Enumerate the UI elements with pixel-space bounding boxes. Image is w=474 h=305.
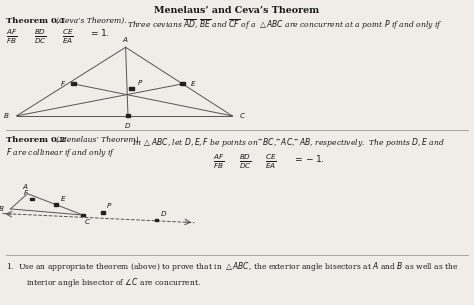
- Text: $B$: $B$: [3, 111, 9, 120]
- Bar: [101, 211, 105, 213]
- Text: $E$: $E$: [190, 79, 196, 88]
- Text: $= 1.$: $= 1.$: [89, 27, 110, 38]
- Text: Three cevians $\overline{AD}$, $\overline{BE}$ and $\overline{CF}$ of a $\triang: Three cevians $\overline{AD}$, $\overlin…: [127, 17, 443, 32]
- Text: (Menelaus’ Theorem).: (Menelaus’ Theorem).: [56, 136, 141, 144]
- Text: $P$: $P$: [106, 201, 112, 210]
- Text: Theorem 0.1: Theorem 0.1: [6, 17, 65, 25]
- Text: $A$: $A$: [22, 181, 28, 191]
- Text: 1.  Use an appropriate theorem (above) to prove that in $\triangle ABC$, the ext: 1. Use an appropriate theorem (above) to…: [6, 260, 458, 273]
- Text: Menelaus’ and Ceva’s Theorem: Menelaus’ and Ceva’s Theorem: [155, 6, 319, 15]
- Text: $D$: $D$: [124, 121, 132, 131]
- Text: (Ceva’s Theorem).: (Ceva’s Theorem).: [56, 17, 127, 25]
- Text: $F$ are collinear if and only if: $F$ are collinear if and only if: [6, 146, 115, 160]
- Text: $C$: $C$: [84, 217, 91, 227]
- Bar: [81, 214, 85, 216]
- Text: $E$: $E$: [60, 194, 66, 203]
- Bar: [30, 198, 34, 200]
- Bar: [129, 87, 134, 90]
- Bar: [71, 82, 76, 85]
- Text: interior angle bisector of $\angle C$ are concurrent.: interior angle bisector of $\angle C$ ar…: [26, 276, 201, 289]
- Text: $C$: $C$: [239, 111, 246, 120]
- Text: $\frac{BD}{DC}$: $\frac{BD}{DC}$: [34, 27, 47, 46]
- Text: $\frac{CE}{EA}$: $\frac{CE}{EA}$: [265, 152, 277, 171]
- Bar: [180, 82, 185, 85]
- Bar: [126, 114, 130, 117]
- Text: $D$: $D$: [160, 209, 167, 218]
- Text: $\frac{AF}{FB}$: $\frac{AF}{FB}$: [213, 152, 225, 171]
- Text: $B$: $B$: [0, 204, 5, 214]
- Text: $= -1.$: $= -1.$: [293, 152, 325, 163]
- Text: Theorem 0.2: Theorem 0.2: [6, 136, 65, 144]
- Text: $A$: $A$: [122, 34, 129, 44]
- Bar: [155, 219, 158, 221]
- Text: $F$: $F$: [23, 188, 29, 197]
- Text: $F$: $F$: [60, 79, 66, 88]
- Text: In $\triangle ABC$, let $D, E, F$ be points on $\overleftrightarrow{BC}$, $\over: In $\triangle ABC$, let $D, E, F$ be poi…: [132, 136, 445, 149]
- Text: $\frac{BD}{DC}$: $\frac{BD}{DC}$: [239, 152, 252, 171]
- Text: $\frac{CE}{EA}$: $\frac{CE}{EA}$: [62, 27, 73, 46]
- Text: $P$: $P$: [137, 78, 144, 87]
- Bar: [54, 203, 58, 206]
- Text: $\frac{AF}{FB}$: $\frac{AF}{FB}$: [6, 27, 17, 46]
